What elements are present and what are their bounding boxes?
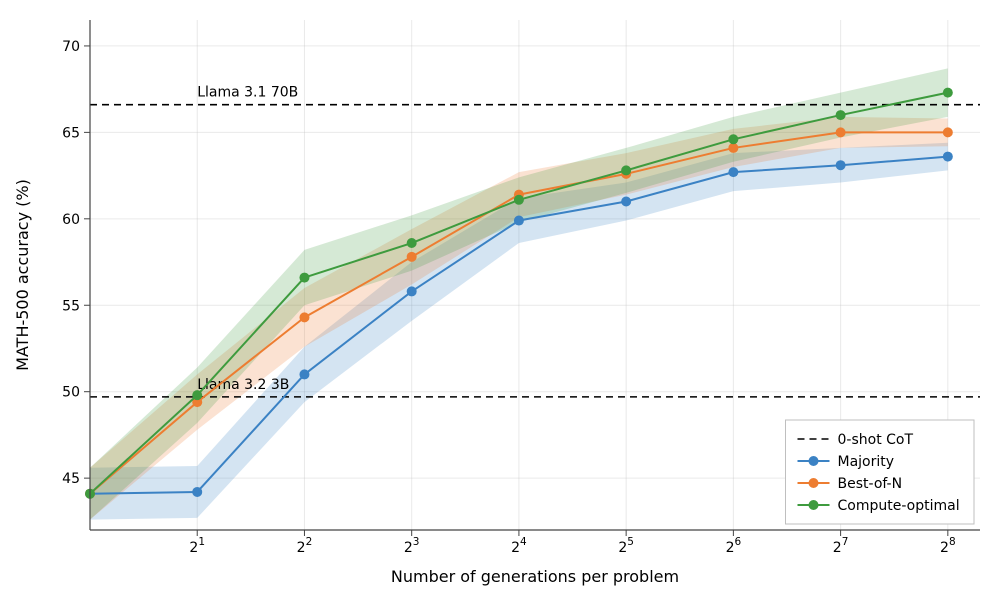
series-marker-compute_optimal <box>943 88 953 98</box>
series-marker-best_of_n <box>836 127 846 137</box>
y-tick-label: 45 <box>62 471 80 487</box>
series-marker-majority <box>514 216 524 226</box>
series-marker-majority <box>192 487 202 497</box>
legend-item-label: Compute-optimal <box>838 498 960 514</box>
math500-accuracy-chart: Llama 3.1 70BLlama 3.2 3B455055606570212… <box>0 0 1000 600</box>
y-tick-label: 65 <box>62 125 80 141</box>
y-tick-label: 55 <box>62 298 80 314</box>
legend-swatch-marker <box>809 478 819 488</box>
series-marker-compute_optimal <box>192 390 202 400</box>
ref-label-llama70b: Llama 3.1 70B <box>197 85 298 101</box>
series-marker-compute_optimal <box>514 195 524 205</box>
series-marker-majority <box>621 197 631 207</box>
series-marker-majority <box>836 160 846 170</box>
x-axis-label: Number of generations per problem <box>391 567 679 586</box>
series-marker-best_of_n <box>728 143 738 153</box>
series-marker-best_of_n <box>407 252 417 262</box>
legend-item-label: 0-shot CoT <box>838 432 914 448</box>
legend-item-label: Majority <box>838 454 895 470</box>
series-marker-majority <box>407 286 417 296</box>
y-tick-label: 50 <box>62 385 80 401</box>
series-marker-compute_optimal <box>407 238 417 248</box>
series-marker-compute_optimal <box>728 134 738 144</box>
y-tick-label: 70 <box>62 39 80 55</box>
series-marker-majority <box>943 152 953 162</box>
y-tick-label: 60 <box>62 212 80 228</box>
series-marker-compute_optimal <box>621 165 631 175</box>
legend-item-label: Best-of-N <box>838 476 903 492</box>
legend: 0-shot CoT Majority Best-of-N Compute-optim… <box>786 420 975 524</box>
legend-swatch-marker <box>809 456 819 466</box>
legend-swatch-marker <box>809 500 819 510</box>
series-marker-best_of_n <box>943 127 953 137</box>
series-marker-best_of_n <box>299 312 309 322</box>
series-marker-compute_optimal <box>836 110 846 120</box>
y-axis-label: MATH-500 accuracy (%) <box>13 179 32 371</box>
series-marker-majority <box>728 167 738 177</box>
series-marker-compute_optimal <box>299 273 309 283</box>
series-marker-majority <box>299 369 309 379</box>
